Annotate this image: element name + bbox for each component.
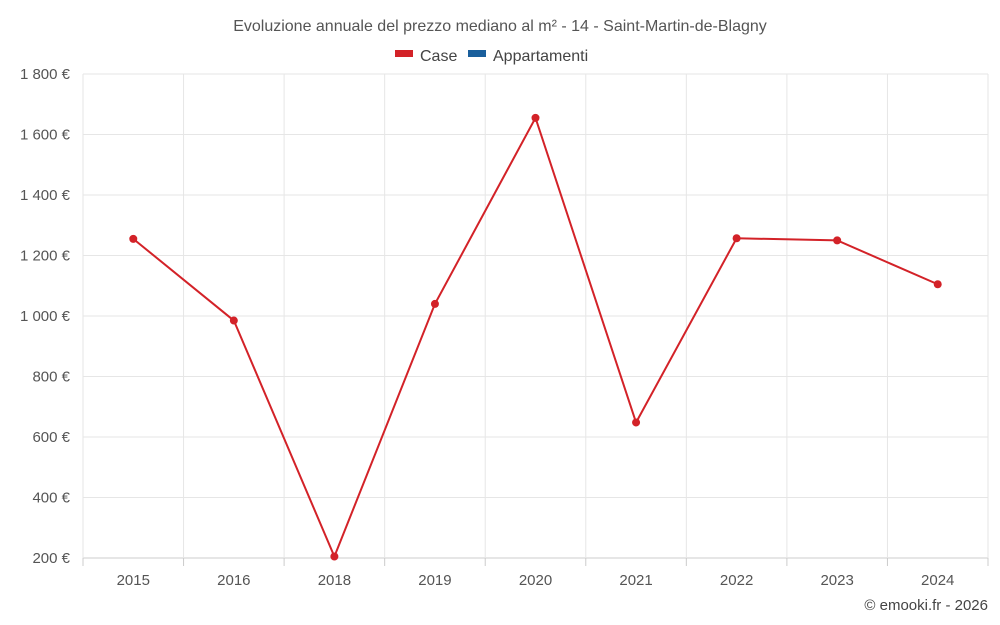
- data-point-2019[interactable]: [430, 299, 439, 308]
- x-tick-label-3: 2019: [418, 572, 451, 589]
- data-point-2015[interactable]: [129, 234, 138, 243]
- y-tick-label-8: 1 800 €: [20, 66, 71, 83]
- series-line-0: [132, 115, 939, 560]
- chart-title: Evoluzione annuale del prezzo mediano al…: [233, 18, 767, 35]
- data-point-2021[interactable]: [632, 418, 641, 427]
- y-tick-label-2: 600 €: [32, 429, 70, 446]
- y-tick-label-1: 400 €: [32, 490, 70, 507]
- x-tick-label-5: 2021: [619, 572, 652, 589]
- data-point-2020[interactable]: [531, 113, 540, 122]
- x-tick-label-4: 2020: [519, 572, 552, 589]
- credit-text: © emooki.fr - 2026: [864, 597, 988, 614]
- legend: Case Appartamenti: [395, 48, 588, 65]
- y-tick-label-7: 1 600 €: [20, 127, 71, 144]
- data-point-2022[interactable]: [732, 234, 741, 243]
- y-tick-label-5: 1 200 €: [20, 248, 71, 265]
- x-tick-label-8: 2024: [921, 572, 954, 589]
- legend-swatch-1: [468, 50, 486, 57]
- x-tick-label-1: 2016: [217, 572, 250, 589]
- x-axis: 2015 2016 2018 2019 2020 2021 2022 2023 2024: [82, 558, 989, 589]
- data-point-2018[interactable]: [330, 552, 339, 561]
- x-tick-label-0: 2015: [117, 572, 150, 589]
- legend-label-0[interactable]: Case: [420, 48, 457, 65]
- y-tick-label-4: 1 000 €: [20, 308, 71, 325]
- series-layer: [129, 113, 942, 561]
- y-axis: 200 € 400 € 600 € 800 € 1 000 € 1 200 € 1 400 …: [20, 66, 71, 567]
- x-tick-label-2: 2018: [318, 572, 351, 589]
- legend-label-1[interactable]: Appartamenti: [493, 48, 588, 65]
- y-tick-label-6: 1 400 €: [20, 187, 71, 204]
- x-tick-label-7: 2023: [820, 572, 853, 589]
- data-point-2024[interactable]: [933, 280, 942, 289]
- y-tick-label-0: 200 €: [32, 550, 70, 567]
- y-tick-label-3: 800 €: [32, 369, 70, 386]
- x-tick-label-6: 2022: [720, 572, 753, 589]
- data-point-2016[interactable]: [229, 316, 238, 325]
- data-point-2023[interactable]: [833, 236, 842, 245]
- legend-swatch-0: [395, 50, 413, 57]
- gridlines: [82, 73, 989, 559]
